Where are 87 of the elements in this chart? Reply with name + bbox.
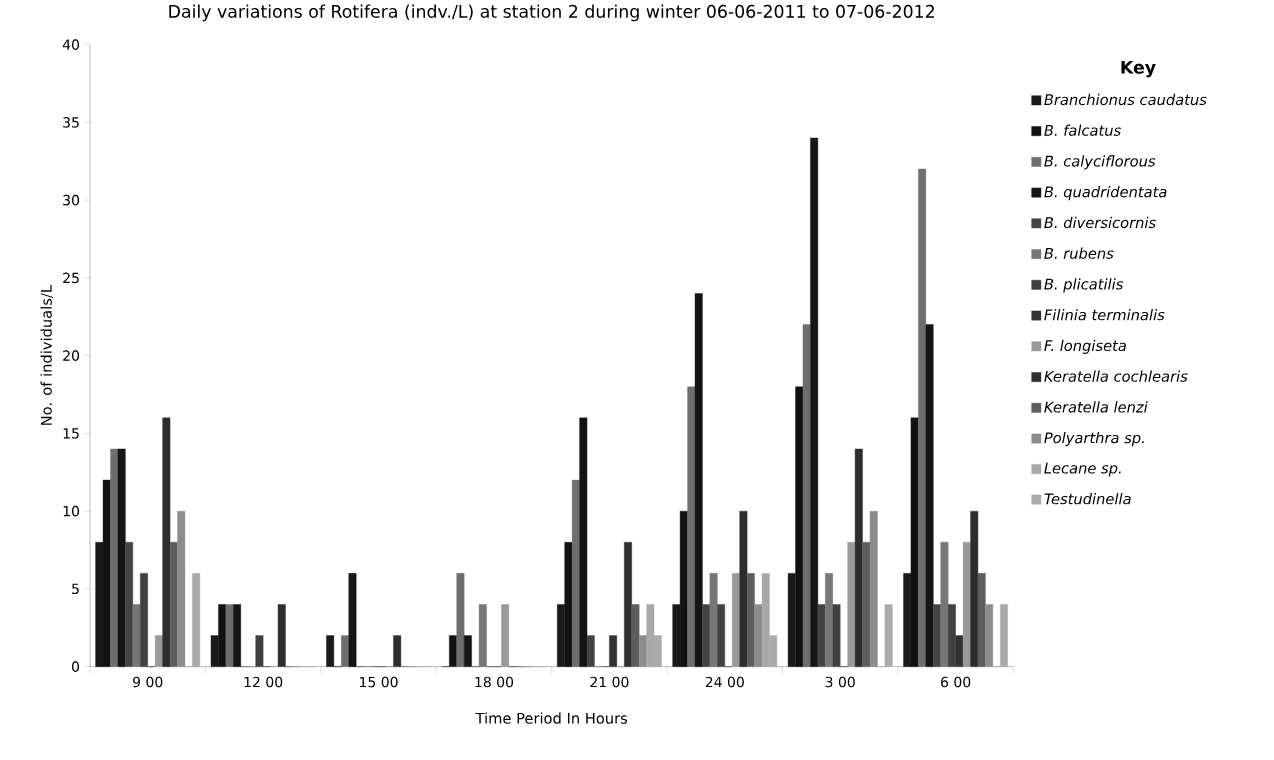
y-tick-label: 15 <box>63 428 79 439</box>
bar <box>918 168 927 667</box>
y-tick-label: 30 <box>63 194 80 206</box>
x-tick-label: 21 00 <box>590 676 629 688</box>
bar <box>940 542 949 667</box>
x-axis-title: Time Period In Hours <box>475 712 628 724</box>
bar <box>140 573 148 667</box>
bar <box>110 448 119 667</box>
bar <box>154 635 163 667</box>
legend-label: B. falcatus <box>1044 124 1121 136</box>
bar <box>869 510 878 667</box>
bar <box>717 604 725 667</box>
bar <box>854 448 863 667</box>
bar <box>702 604 711 667</box>
bar <box>810 137 819 667</box>
bar <box>162 417 171 667</box>
legend-label: Polyarthra sp. <box>1044 431 1144 447</box>
bar <box>739 510 748 667</box>
y-axis-title: No. of individuals/L <box>40 285 53 425</box>
x-tick-label: 24 00 <box>705 676 744 688</box>
y-tick-label: 5 <box>72 583 79 595</box>
bar <box>631 604 640 667</box>
bar <box>985 604 994 667</box>
bar <box>624 542 632 667</box>
bar <box>571 479 580 667</box>
legend-label: B. plicatilis <box>1044 278 1124 293</box>
y-tick-label: 40 <box>62 39 80 50</box>
legend-label: Lecane sp. <box>1044 462 1121 477</box>
bar <box>341 635 349 667</box>
bar <box>817 604 826 667</box>
bar <box>233 604 241 667</box>
x-tick-label: 6 00 <box>941 676 971 688</box>
bar <box>277 604 286 667</box>
legend-label: Filinia terminalis <box>1044 309 1165 321</box>
bar <box>125 542 134 667</box>
x-tick-label: 9 00 <box>133 676 163 688</box>
y-tick-label: 35 <box>63 117 79 128</box>
y-tick-label: 25 <box>63 272 79 284</box>
bar <box>463 635 472 667</box>
bar <box>694 293 703 667</box>
legend-label: B. quadridentata <box>1044 186 1167 201</box>
bar <box>132 604 141 667</box>
x-tick-label: 12 00 <box>244 676 283 688</box>
bar <box>586 635 595 667</box>
bar <box>255 635 264 667</box>
bar <box>933 604 941 667</box>
bar <box>955 635 964 667</box>
bar <box>169 542 178 667</box>
bar <box>947 604 956 667</box>
bar <box>746 573 755 667</box>
bar <box>348 573 357 667</box>
legend-label: B. calyciflorous <box>1044 155 1156 170</box>
bar <box>456 573 465 667</box>
bar <box>177 510 186 667</box>
y-tick-label: 10 <box>63 505 80 517</box>
bar <box>977 573 986 667</box>
legend-label: F. longiseta <box>1044 339 1126 354</box>
bar <box>970 510 979 667</box>
bar <box>225 604 234 667</box>
legend-label: B. rubens <box>1044 247 1114 259</box>
y-tick-label: 20 <box>63 350 80 361</box>
legend-label: Testudinella <box>1044 493 1131 505</box>
bar <box>825 573 833 667</box>
bar <box>609 635 618 667</box>
legend-label: Branchionus caudatus <box>1044 93 1207 106</box>
bar <box>579 417 588 667</box>
y-tick-label: 0 <box>71 661 80 672</box>
bar <box>962 542 971 667</box>
bar <box>478 604 487 667</box>
legend-label: Keratella cochlearis <box>1044 370 1188 382</box>
bar <box>832 604 841 667</box>
bar <box>709 573 718 667</box>
chart-title: Daily variations of Rotifera (indv./L) at station 2 during winter 06-06-2011 to 07-06-2012 <box>169 4 934 22</box>
bar <box>754 604 763 667</box>
legend-label: B. diversicornis <box>1044 216 1156 229</box>
bar <box>501 604 510 667</box>
legend-label: Keratella lenzi <box>1044 401 1148 413</box>
bar <box>802 324 811 667</box>
x-tick-label: 3 00 <box>825 676 855 688</box>
bar <box>732 573 740 667</box>
bar <box>117 448 126 667</box>
bar <box>925 324 934 667</box>
bar <box>638 635 647 667</box>
x-tick-label: 15 00 <box>360 676 398 688</box>
bar <box>393 635 402 667</box>
legend-title: Key <box>1121 60 1156 78</box>
x-tick-label: 18 00 <box>475 676 514 688</box>
